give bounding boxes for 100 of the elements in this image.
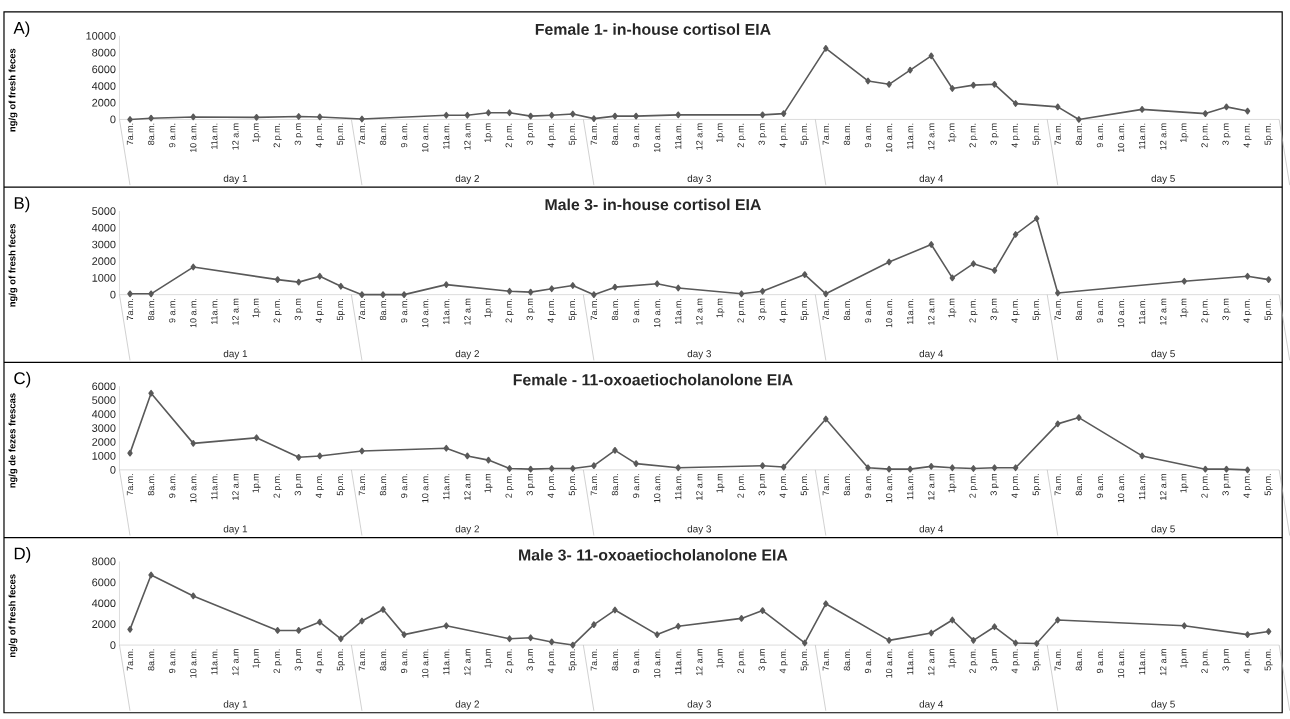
- x-tick-label: 9 a.m.: [400, 123, 408, 148]
- x-tick-label: 1p.m: [1180, 474, 1189, 493]
- point: [1055, 289, 1061, 297]
- x-tick-label: 11a.m.: [907, 474, 914, 500]
- x-tick-label: 7a.m.: [358, 123, 366, 145]
- point: [1033, 640, 1040, 648]
- x-tick-label: 12 a.m: [464, 123, 471, 150]
- y-axis-title: ng/g of fresh feces: [8, 574, 18, 658]
- point: [548, 465, 555, 472]
- x-tick-label: 5p.m.: [336, 649, 345, 671]
- x-tick-label: 9 a.m.: [400, 299, 408, 323]
- x-tick-label: 4 p.m.: [315, 123, 324, 148]
- point: [591, 621, 597, 629]
- point: [190, 263, 196, 271]
- y-tick-label: 6000: [92, 578, 116, 587]
- point: [359, 447, 365, 455]
- point: [970, 260, 977, 268]
- point: [401, 291, 407, 299]
- x-tick-label: 2 p.m.: [273, 123, 282, 148]
- x-tick-label: 8a.m.: [147, 299, 155, 321]
- point: [823, 415, 829, 423]
- x-tick-label: 1p.m: [484, 474, 493, 493]
- x-tick-label: 11a.m.: [675, 123, 682, 150]
- x-tick-label: 2 p.m.: [505, 299, 514, 323]
- text: day 2: [455, 174, 479, 185]
- point: [380, 606, 386, 614]
- text: day 4: [919, 700, 944, 710]
- x-tick-label: 12 a.m: [696, 123, 703, 150]
- x-tick-label: 1p.m: [948, 649, 957, 668]
- point: [738, 615, 745, 622]
- x-tick-label: 12 a.m: [1160, 123, 1167, 150]
- y-tick-label: 2000: [92, 257, 116, 266]
- x-tick-label: 2 p.m.: [505, 123, 514, 148]
- x-tick-label: 12 a.m: [232, 649, 239, 676]
- point: [274, 627, 281, 634]
- x-tick-label: 1p.m: [1180, 298, 1189, 318]
- x-tick-label: 10 a.m.: [653, 299, 661, 328]
- x-tick-label: 8a.m.: [843, 299, 851, 321]
- x-tick-label: 7a.m.: [590, 299, 598, 321]
- x-tick-label: 5p.m.: [800, 299, 809, 321]
- point: [1055, 103, 1061, 111]
- y-tick-label: 3000: [92, 240, 116, 249]
- x-tick-label: 11a.m.: [211, 299, 218, 325]
- text: day 1: [223, 174, 248, 185]
- point: [949, 616, 956, 624]
- x-tick-label: 9 a.m.: [632, 123, 640, 148]
- point: [127, 449, 133, 457]
- x-tick-label: 5p.m.: [800, 123, 809, 146]
- point: [253, 434, 260, 442]
- point: [886, 258, 892, 266]
- x-tick-label: 4 p.m.: [1011, 123, 1020, 148]
- text: day 1: [223, 350, 248, 360]
- x-tick-label: 11a.m.: [907, 649, 914, 675]
- x-tick-label: 5p.m.: [336, 299, 345, 321]
- x-tick-label: 2 p.m.: [273, 649, 282, 674]
- y-tick-label: 6000: [92, 382, 116, 391]
- x-tick-label: 8a.m.: [611, 299, 619, 321]
- x-tick-label: 4 p.m.: [1243, 649, 1252, 674]
- x-tick-label: 10 a.m.: [653, 123, 661, 153]
- x-tick-label: 3 p.m: [990, 298, 999, 321]
- y-tick-label: 1000: [92, 274, 116, 282]
- point: [1181, 622, 1188, 630]
- point: [886, 637, 892, 644]
- point: [612, 606, 618, 614]
- x-tick-label: 1p.m: [484, 649, 493, 668]
- x-tick-label: 5p.m.: [568, 123, 577, 146]
- point: [991, 464, 998, 472]
- x-tick-label: 11a.m.: [443, 299, 450, 325]
- point: [1223, 103, 1230, 111]
- x-tick-label: 12 a.m: [696, 298, 703, 325]
- x-tick-label: 12 a.m: [928, 474, 935, 501]
- x-tick-label: 4 p.m.: [779, 474, 788, 499]
- x-tick-label: 4 p.m.: [1243, 123, 1252, 148]
- x-tick-label: 7a.m.: [126, 123, 134, 145]
- x-tick-label: 8a.m.: [147, 474, 155, 496]
- point: [127, 116, 133, 123]
- x-tick-label: 11a.m.: [211, 474, 218, 500]
- x-tick-label: 7a.m.: [358, 474, 366, 496]
- y-tick-label: 0: [110, 466, 116, 474]
- point: [654, 631, 660, 639]
- point: [485, 109, 492, 117]
- x-tick-label: 5p.m.: [1032, 299, 1041, 321]
- point: [802, 271, 808, 279]
- x-tick-label: 5p.m.: [568, 299, 577, 321]
- point: [443, 281, 450, 289]
- x-tick-label: 12 a.m: [232, 298, 239, 325]
- point: [148, 114, 154, 122]
- point: [527, 465, 534, 473]
- x-tick-label: 3 p.m: [1222, 474, 1231, 496]
- x-tick-label: 11a.m.: [907, 123, 914, 150]
- point: [928, 52, 934, 60]
- point: [780, 463, 787, 471]
- point: [338, 283, 344, 290]
- point: [633, 112, 639, 120]
- x-tick-label: 9 a.m.: [632, 649, 640, 674]
- point: [317, 113, 323, 121]
- x-tick-label: 11a.m.: [1138, 299, 1146, 325]
- x-tick-label: 8a.m.: [1075, 299, 1083, 321]
- point: [675, 111, 681, 119]
- x-tick-label: 3 p.m: [1222, 123, 1231, 146]
